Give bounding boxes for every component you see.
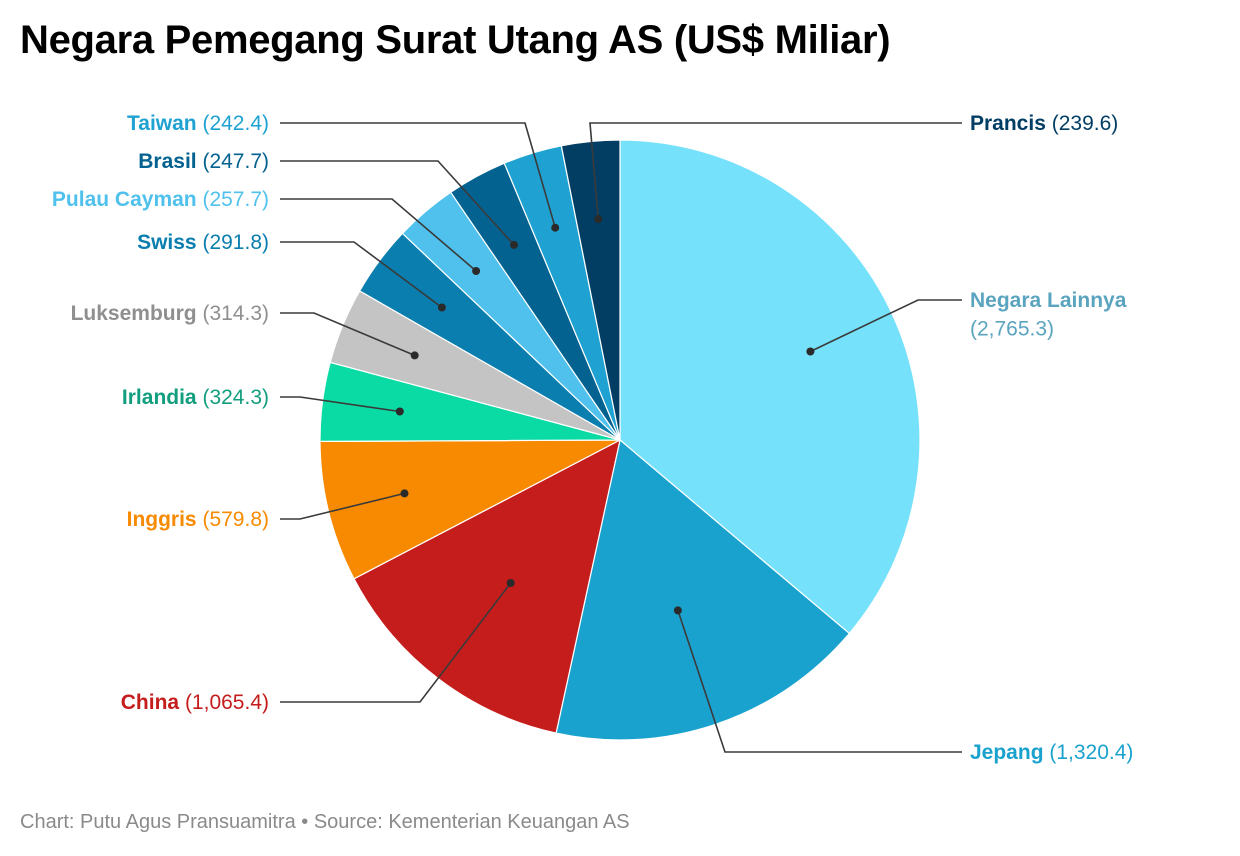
slice-label-value: (314.3) <box>197 302 269 325</box>
leader-dot <box>410 351 419 360</box>
slice-label-irlandia: Irlandia (324.3) <box>122 386 269 409</box>
leader-line <box>280 582 512 703</box>
slice-label-negara-lainnya: Negara Lainnya <box>970 289 1127 312</box>
leader-line <box>677 610 962 753</box>
slice-label-value: (247.7) <box>197 150 269 173</box>
leader-line <box>280 122 556 228</box>
slice-label-luksemburg: Luksemburg (314.3) <box>71 302 269 325</box>
slice-label-china: China (1,065.4) <box>121 691 269 714</box>
leader-dot <box>506 579 515 587</box>
slice-label-value: (257.7) <box>197 188 269 211</box>
pie-slice-jepang <box>555 438 851 741</box>
leader-dot <box>673 606 682 615</box>
leader-line <box>280 396 400 413</box>
slice-label-inggris: Inggris (579.8) <box>127 508 269 531</box>
chart-credit: Chart: Putu Agus Pransuamitra <box>20 811 296 833</box>
slice-label-prancis: Prancis (239.6) <box>970 112 1118 135</box>
slice-label-name: Swiss <box>137 231 197 254</box>
footer-separator: • <box>301 811 309 833</box>
leader-line <box>280 312 416 357</box>
chart-source: Source: Kementerian Keuangan AS <box>313 811 630 833</box>
slice-label-name: Taiwan <box>127 112 197 135</box>
slice-label-swiss: Swiss (291.8) <box>137 231 269 254</box>
chart-footer: Chart: Putu Agus Pransuamitra • Source: … <box>20 811 630 834</box>
leader-dot <box>551 223 560 232</box>
slice-label-taiwan: Taiwan (242.4) <box>127 112 269 135</box>
leader-dot <box>510 240 518 249</box>
slice-label-jepang: Jepang (1,320.4) <box>970 741 1133 764</box>
slice-label-value: (1,065.4) <box>179 691 269 714</box>
slice-label-name: Pulau Cayman <box>52 188 197 211</box>
slice-label-value: (1,320.4) <box>1044 741 1134 764</box>
leader-line <box>589 122 962 220</box>
pie-chart: Negara Lainnya (2,765.3) Jepang (1,320.4) C… <box>52 112 1134 764</box>
pie-slice-prancis <box>560 139 621 441</box>
slice-label-value: (242.4) <box>197 112 269 135</box>
slice-label-value: (291.8) <box>197 231 269 254</box>
leader-line <box>810 299 962 353</box>
leader-lines <box>280 122 962 753</box>
leader-line <box>280 241 443 309</box>
slice-label-name: Irlandia <box>122 386 197 409</box>
slice-label-name: Brasil <box>138 150 196 173</box>
pie-slice-negara-lainnya <box>619 139 921 635</box>
slice-label-name: Prancis <box>970 112 1046 135</box>
slice-label-name: Negara Lainnya <box>970 289 1127 312</box>
slice-label-value: (324.3) <box>197 386 269 409</box>
slice-label-value: (2,765.3) <box>970 318 1054 341</box>
leader-dot <box>806 347 815 356</box>
leader-dot <box>437 303 446 312</box>
chart-title: Negara Pemegang Surat Utang AS (US$ Mili… <box>20 18 891 62</box>
leader-line <box>280 160 515 246</box>
slice-labels: Negara Lainnya (2,765.3) Jepang (1,320.4) C… <box>52 112 1134 764</box>
leader-dot <box>472 267 481 275</box>
slice-label-brasil: Brasil (247.7) <box>138 150 269 173</box>
slice-label-name: China <box>121 691 180 714</box>
leader-dot <box>400 489 409 498</box>
slice-label-name: Jepang <box>970 741 1044 764</box>
leader-line <box>280 198 477 272</box>
slice-label-name: Luksemburg <box>71 302 197 325</box>
slice-label-value: (239.6) <box>1046 112 1118 135</box>
slice-label-pulau-cayman: Pulau Cayman (257.7) <box>52 188 269 211</box>
slice-label-value: (579.8) <box>197 508 269 531</box>
pie-slices <box>319 139 921 741</box>
leader-dot <box>594 215 603 224</box>
leader-line <box>280 492 405 520</box>
leader-dot <box>395 407 404 416</box>
slice-label-name: Inggris <box>127 508 197 531</box>
